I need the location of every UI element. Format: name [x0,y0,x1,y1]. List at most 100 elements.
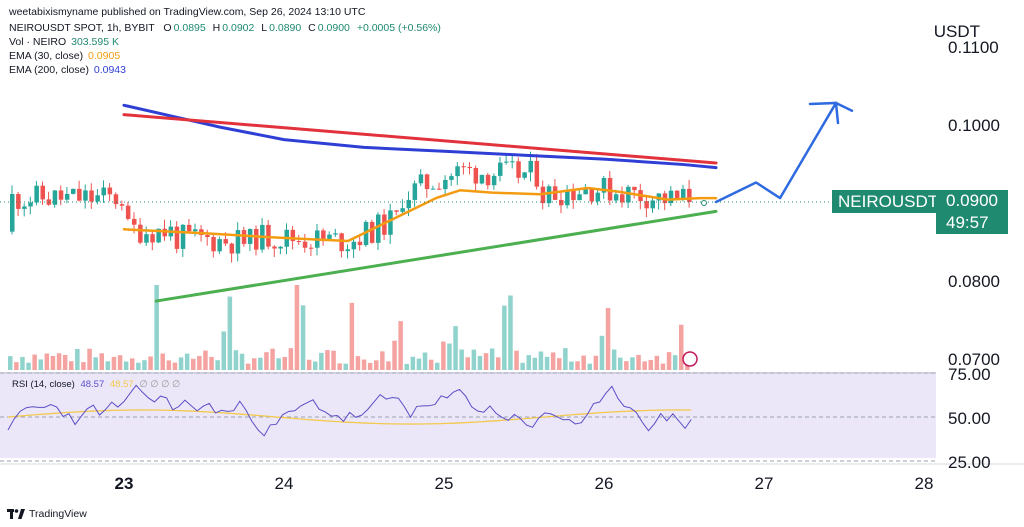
last-price-marker [701,200,707,206]
candle-body [376,214,381,243]
candle-body [95,195,100,202]
volume-bar [306,359,312,370]
ema200-line [122,103,718,170]
volume-bar [660,363,666,370]
volume-bar [569,361,574,370]
brand-name: TradingView [29,508,87,520]
volume-bar [605,308,611,370]
volume-bar [258,357,263,370]
volume-bar [276,358,281,370]
volume-bar [392,340,397,370]
volume-bar [502,305,507,370]
symbol-line: NEIROUSDT SPOT, 1h, BYBIT [9,22,155,34]
volume-bar [386,361,391,370]
candle-body [113,194,119,205]
close-value: 0.0900 [317,22,350,34]
volume-bar [288,348,294,370]
rsi-value: 48.57 [80,379,105,390]
volume-bar [87,348,92,370]
candle-body [479,174,485,184]
volume-bar [508,295,513,370]
volume-bar [32,354,37,370]
candle-body [583,189,588,195]
volume-bar [642,361,647,370]
volume-bar [117,355,123,370]
candle-body [510,161,515,163]
candle-body [632,186,637,191]
volume-bar [636,354,641,370]
volume-bar [428,359,434,370]
volume-bar [50,356,56,370]
volume-bar [654,355,660,370]
volume-bars [8,285,690,370]
volume-bar [367,362,373,370]
volume-bar [550,352,556,370]
candle-body [626,186,631,203]
candle-body [412,183,418,200]
volume-bar [20,356,25,370]
volume-bar [520,362,525,370]
volume-bar [123,361,129,370]
volume-bar [483,353,489,370]
volume-bar [422,352,428,370]
ema30-value: 0.0905 [88,50,121,62]
volume-bar [630,357,635,370]
ema30-line [122,186,718,243]
candle-body [333,233,338,235]
volume-bar [563,348,568,370]
rsi-ma-line [7,409,692,425]
volume-bar [679,324,684,370]
candle-body [308,247,314,249]
volume-bar [93,357,98,370]
volume-bar [459,349,464,370]
brand: TradingView [7,508,87,520]
candle-body [681,188,686,199]
candle-body [101,187,106,196]
projection-line [714,101,854,204]
volume-bar [38,359,43,370]
volume-bar [648,359,653,370]
candle-body [613,194,619,201]
candle-body [559,199,564,206]
time-tick-label: 27 [755,474,774,493]
candle-body [516,161,521,178]
candle-body [150,234,155,243]
time-tick-label: 25 [435,474,454,493]
candle-body [217,239,222,252]
volume-bar [538,351,544,370]
candle-body [107,187,113,195]
candle-body [607,177,613,201]
candle-body [400,208,405,212]
candle-body [504,161,509,163]
rsi-tick-label: 75.00 [948,365,991,384]
volume-bar [178,357,184,370]
candle-body [254,228,259,250]
volume-bar [672,355,678,370]
candle-body [522,172,527,178]
volume-bar [575,361,580,370]
candle-body [229,243,235,254]
candle-body [34,185,39,203]
volume-bar [148,356,153,370]
candle-body [473,167,479,184]
volume-bar [264,352,269,370]
last-price-box: 0.0900 49:57 [936,190,1008,234]
price-tick-label: 0.0800 [948,272,1000,291]
volume-bar [197,356,202,370]
candle-body [498,162,503,176]
volume-bar [593,355,599,370]
time-tick-label: 24 [275,474,294,493]
volume-bar [56,353,62,370]
candle-body [22,206,27,209]
candle-body [674,190,680,199]
symbol-price-tag: NEIROUSDT [832,190,945,213]
volume-bar [172,362,178,370]
candle-body [388,210,393,235]
volume-bar [349,302,355,370]
volume-bar [416,358,422,370]
volume-bar [130,358,135,370]
candle-body [180,224,186,249]
candle-body [290,229,296,242]
volume-bar [325,350,330,370]
last-price: 0.0900 [946,191,998,210]
